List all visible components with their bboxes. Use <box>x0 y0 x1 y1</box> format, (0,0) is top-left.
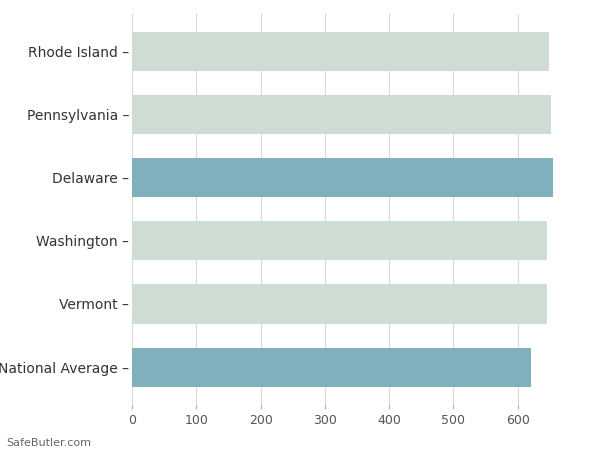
Bar <box>132 32 549 71</box>
Bar <box>132 284 547 324</box>
Bar <box>132 347 531 387</box>
Bar <box>132 221 547 261</box>
Bar <box>132 158 553 197</box>
Text: SafeButler.com: SafeButler.com <box>6 438 91 448</box>
Bar <box>132 95 551 134</box>
